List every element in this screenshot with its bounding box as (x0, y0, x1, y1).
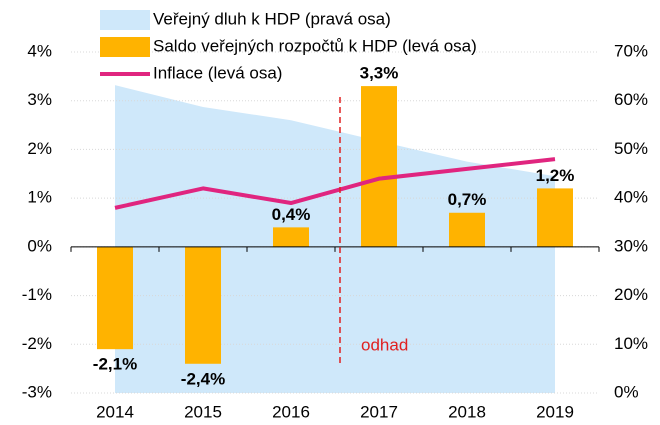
y-tick-label: -1% (22, 285, 52, 304)
legend-swatch (100, 37, 150, 57)
value-label: 1,2% (536, 166, 575, 185)
y2-tick-label: 60% (614, 90, 648, 109)
plot-area (70, 51, 600, 394)
value-label: -2,4% (181, 369, 225, 388)
bar (273, 227, 309, 247)
value-label: -2,1% (93, 355, 137, 374)
y2-tick-label: 20% (614, 285, 648, 304)
x-tick-label: 2015 (184, 402, 222, 421)
inflation-line (114, 157, 556, 210)
y2-tick-label: 30% (614, 236, 648, 255)
legend-label: Veřejný dluh k HDP (pravá osa) (153, 9, 391, 28)
bar (185, 246, 221, 364)
x-tick-label: 2019 (536, 402, 574, 421)
y-tick-label: 2% (27, 139, 52, 158)
bar (449, 212, 485, 247)
value-label: 0,7% (448, 190, 487, 209)
x-tick-label: 2014 (96, 402, 134, 421)
debt-area (115, 85, 555, 393)
y2-tick-label: 0% (614, 382, 639, 401)
y2-tick-label: 50% (614, 139, 648, 158)
legend-label: Saldo veřejných rozpočtů k HDP (levá osa… (153, 36, 477, 55)
annotation: odhad (361, 335, 408, 354)
y-tick-label: 1% (27, 188, 52, 207)
bar (537, 188, 573, 247)
legend-swatch (100, 10, 150, 30)
y-tick-label: -3% (22, 382, 52, 401)
y-tick-label: 3% (27, 90, 52, 109)
bar (97, 246, 133, 350)
legend-label: Inflace (levá osa) (153, 63, 282, 82)
y2-tick-label: 10% (614, 334, 648, 353)
bar (361, 86, 397, 247)
y-tick-label: 0% (27, 236, 52, 255)
x-tick-label: 2018 (448, 402, 486, 421)
y-tick-label: 4% (27, 41, 52, 60)
y-tick-label: -2% (22, 334, 52, 353)
value-label: 0,4% (272, 205, 311, 224)
value-label: 3,3% (360, 64, 399, 83)
x-tick-label: 2016 (272, 402, 310, 421)
x-tick-label: 2017 (360, 402, 398, 421)
y2-tick-label: 40% (614, 188, 648, 207)
y2-tick-label: 70% (614, 41, 648, 60)
